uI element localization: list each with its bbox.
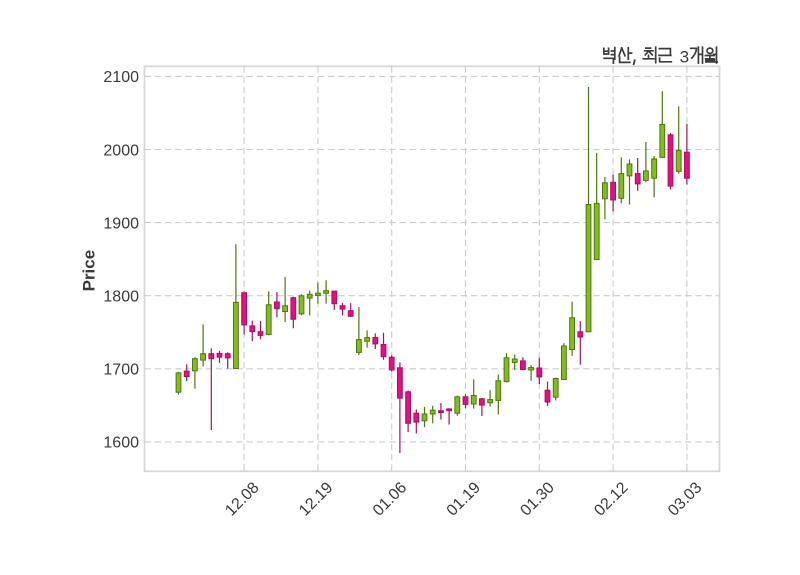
svg-text:2000: 2000 — [103, 142, 139, 159]
svg-text:1900: 1900 — [103, 215, 139, 232]
svg-text:1800: 1800 — [103, 289, 139, 306]
svg-text:1600: 1600 — [103, 435, 139, 452]
svg-text:2100: 2100 — [103, 69, 139, 86]
svg-text:1700: 1700 — [103, 362, 139, 379]
svg-text:Price: Price — [80, 250, 99, 292]
svg-text:3: 3 — [680, 47, 689, 66]
